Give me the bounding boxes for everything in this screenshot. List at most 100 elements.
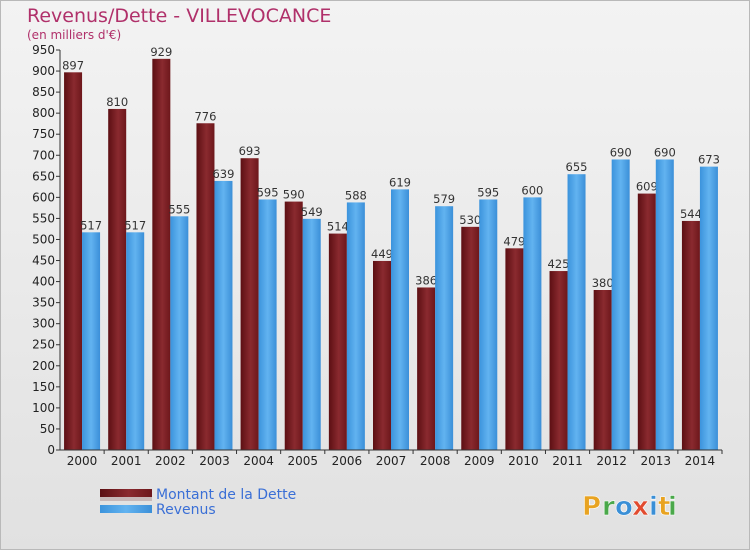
legend-swatch-revenus [100, 505, 152, 513]
data-label-debt: 449 [371, 247, 393, 261]
data-label-debt: 386 [415, 273, 437, 287]
y-tick-label: 750 [32, 127, 55, 141]
y-tick-label: 650 [32, 169, 55, 183]
bar-revenus [302, 218, 321, 450]
y-tick-label: 300 [32, 317, 55, 331]
logo-letter: i [649, 492, 658, 522]
bar-debt [64, 72, 83, 450]
data-label-debt: 530 [459, 213, 481, 227]
legend-label-revenus: Revenus [156, 502, 216, 518]
x-axis: 2000 2001 2002 2003 2004 2005 2006 2007 2008 2009… [60, 449, 723, 468]
legend-swatch-debt [100, 489, 152, 497]
data-label-debt: 479 [503, 234, 525, 248]
bar-debt [417, 287, 436, 450]
data-label-debt: 609 [636, 180, 658, 194]
x-tick-label: 2006 [332, 454, 363, 468]
logo-letter: x [632, 492, 649, 522]
data-label-revenus: 579 [433, 192, 455, 206]
data-label-debt: 590 [283, 188, 305, 202]
x-tick-label: 2003 [199, 454, 230, 468]
bar-revenus [611, 159, 630, 450]
bar-revenus [523, 197, 542, 450]
bar-debt [637, 193, 656, 450]
x-tick-label: 2000 [67, 454, 98, 468]
y-axis: 0 50 100 150 200 250 300 350 400 450 500 550 600 650 7… [32, 43, 61, 457]
bar-debt [681, 220, 700, 450]
y-tick-label: 400 [32, 275, 55, 289]
bar-debt [240, 158, 259, 451]
data-label-debt: 425 [548, 257, 570, 271]
x-tick-label: 2005 [287, 454, 318, 468]
bar-revenus [391, 189, 409, 451]
bar-debt [196, 123, 215, 451]
data-label-debt: 380 [592, 276, 614, 290]
data-label-debt: 776 [194, 109, 216, 123]
data-label-debt: 897 [62, 58, 84, 72]
legend: Montant de la Dette Revenus [100, 487, 296, 518]
y-tick-label: 100 [32, 401, 55, 415]
y-tick-label: 600 [32, 190, 55, 204]
chart-title: Revenus/Dette - VILLEVOCANCE [27, 5, 331, 27]
x-tick-label: 2004 [243, 454, 274, 468]
y-tick-label: 150 [32, 380, 55, 394]
data-label-revenus: 600 [521, 183, 543, 197]
bar-revenus [258, 199, 277, 450]
bar-debt [152, 58, 171, 451]
y-tick-label: 550 [32, 211, 55, 225]
y-tick-label: 700 [32, 148, 55, 162]
data-label-revenus: 517 [80, 218, 102, 232]
data-label-revenus: 555 [168, 202, 190, 216]
bars-group: 897 517 810 517 929 555 776 639 693 595 590 549 514 5… [62, 45, 720, 451]
data-label-debt: 544 [680, 207, 702, 221]
x-tick-label: 2008 [420, 454, 451, 468]
x-tick-label: 2013 [641, 454, 672, 468]
logo-letter: P [582, 492, 601, 522]
data-label-revenus: 595 [257, 185, 279, 199]
bar-revenus [435, 206, 454, 450]
data-label-revenus: 690 [654, 145, 676, 159]
legend-label-debt: Montant de la Dette [156, 487, 296, 503]
bar-revenus [346, 202, 365, 450]
y-tick-label: 950 [32, 43, 55, 57]
y-tick-label: 800 [32, 106, 55, 120]
logo-letter: t [658, 492, 670, 522]
bar-revenus [479, 199, 498, 450]
x-tick-label: 2011 [552, 454, 583, 468]
bar-debt [284, 201, 303, 450]
y-tick-label: 900 [32, 64, 55, 78]
bar-revenus [214, 180, 233, 450]
bar-debt [593, 290, 612, 450]
bar-debt [505, 248, 524, 450]
y-tick-label: 50 [40, 422, 55, 436]
bar-revenus [170, 216, 189, 450]
bar-debt [461, 226, 480, 450]
data-label-revenus: 595 [477, 185, 499, 199]
data-label-revenus: 619 [389, 175, 411, 189]
bar-debt [373, 260, 391, 450]
logo-letter: o [615, 492, 633, 522]
x-tick-label: 2002 [155, 454, 186, 468]
data-label-revenus: 549 [301, 205, 323, 219]
data-label-debt: 693 [239, 144, 261, 158]
data-label-debt: 929 [150, 45, 172, 59]
bar-debt [328, 233, 347, 450]
x-tick-label: 2001 [111, 454, 142, 468]
data-label-revenus: 655 [566, 160, 588, 174]
x-tick-label: 2014 [685, 454, 716, 468]
logo-letter: i [668, 492, 677, 522]
bar-revenus [82, 232, 101, 450]
bar-revenus [655, 159, 674, 450]
y-tick-label: 450 [32, 254, 55, 268]
y-tick-label: 0 [47, 443, 55, 457]
chart-subtitle: (en milliers d'€) [27, 28, 121, 42]
y-tick-label: 350 [32, 296, 55, 310]
data-label-revenus: 517 [124, 218, 146, 232]
legend-swatch-debt-shade [100, 497, 152, 501]
data-label-debt: 514 [327, 220, 349, 234]
x-tick-label: 2007 [376, 454, 407, 468]
x-tick-label: 2010 [508, 454, 539, 468]
data-label-revenus: 588 [345, 188, 367, 202]
data-label-revenus: 639 [212, 167, 234, 181]
bar-debt [549, 271, 568, 450]
